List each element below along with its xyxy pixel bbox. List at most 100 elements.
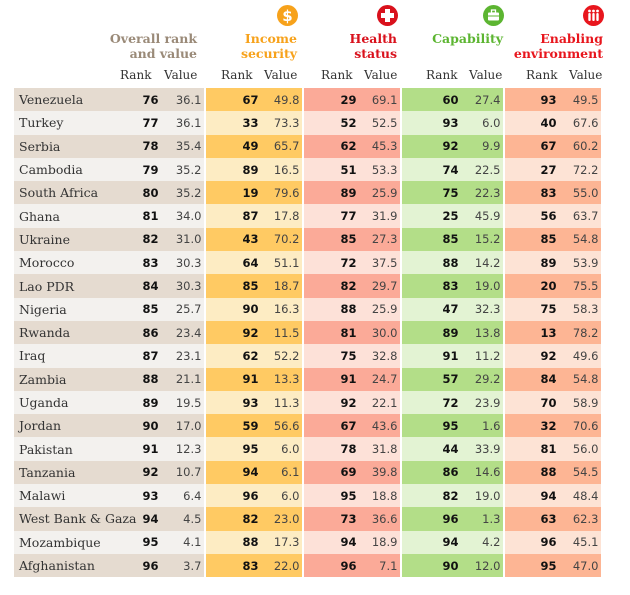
capability-value: 33.9 [458,437,504,461]
health-value: 7.1 [356,553,401,578]
income-value: 79.6 [258,181,303,205]
capability-rank: 44 [402,437,459,461]
column-divider [302,134,305,158]
capability-value: 12.0 [458,553,504,578]
enabling-rank: 96 [505,530,557,554]
income-rank: 83 [206,553,259,578]
income-value: 52.2 [258,344,303,368]
enabling-value: 54.5 [556,460,602,485]
capability-rank: 95 [402,414,459,438]
column-divider [302,484,305,508]
overall-value: 35.4 [158,134,205,158]
income-value: 17.8 [258,204,303,228]
health-value: 69.1 [356,88,401,112]
column-divider [302,251,305,275]
overall-rank: 83 [136,251,159,275]
overall-rank: 85 [136,297,159,321]
capability-rank: 89 [402,320,459,345]
column-divider [400,274,403,298]
column-divider [503,507,506,531]
column-divider [302,530,305,554]
capability-rank: 83 [402,274,459,298]
income-rank: 49 [206,134,259,158]
income-rank: 67 [206,88,259,112]
overall-value: 17.0 [158,414,205,438]
column-divider [204,297,207,321]
enabling-rank: 67 [505,134,557,158]
health-rank: 72 [304,251,357,275]
health-value: 25.9 [356,297,401,321]
country-name: Iraq [14,344,137,368]
country-name: Uganda [14,390,137,415]
enabling-rank: 40 [505,111,557,135]
health-rank: 67 [304,414,357,438]
column-divider [503,484,506,508]
country-name: Malawi [14,484,137,508]
overall-rank: 84 [136,274,159,298]
country-name: Venezuela [14,88,137,112]
health-value: 24.7 [356,367,401,391]
enabling-rank: 20 [505,274,557,298]
capability-rank: 75 [402,181,459,205]
column-divider [302,181,305,205]
income-value: 18.7 [258,274,303,298]
column-divider [204,134,207,158]
health-value: 37.5 [356,251,401,275]
capability-rank: 88 [402,251,459,275]
table-row: Venezuela 76 36.1 67 49.8 29 69.1 60 27.4 93 49.5 [14,88,602,112]
table-row: South Africa 80 35.2 19 79.6 89 25.9 75 22.3 83 55… [14,181,602,205]
income-value: 6.1 [258,460,303,485]
country-name: Tanzania [14,460,137,485]
capability-rank: 92 [402,134,459,158]
capability-value: 1.6 [458,414,504,438]
column-divider [400,157,403,182]
column-divider [503,251,506,275]
overall-rank: 94 [136,507,159,531]
dollar-icon: $ [277,5,298,26]
column-divider [204,320,207,345]
country-name: Morocco [14,251,137,275]
column-divider [204,460,207,485]
health-value: 27.3 [356,227,401,252]
income-value: 65.7 [258,134,303,158]
enabling-value: 62.3 [556,507,602,531]
enabling-value: 54.8 [556,367,602,391]
overall-value-header: Value [164,68,198,82]
overall-value: 21.1 [158,367,205,391]
column-divider [503,297,506,321]
health-rank: 91 [304,367,357,391]
column-divider [204,367,207,391]
table-row: Turkey 77 36.1 33 73.3 52 52.5 93 6.0 40 67.6 [14,111,602,135]
capability-rank: 91 [402,344,459,368]
overall-value: 3.7 [158,553,205,578]
enabling-value: 72.2 [556,157,602,182]
health-rank: 88 [304,297,357,321]
country-name: Afghanistan [14,553,137,578]
overall-value: 23.4 [158,320,205,345]
overall-rank: 87 [136,344,159,368]
overall-rank: 79 [136,157,159,182]
header-health: Health status [302,0,400,88]
header-overall: Overall rank and value [14,0,200,88]
column-divider [400,414,403,438]
income-rank-header: Rank [221,68,253,82]
overall-rank: 82 [136,227,159,252]
enabling-value: 58.9 [556,390,602,415]
health-rank: 51 [304,157,357,182]
overall-rank: 90 [136,414,159,438]
enabling-rank: 84 [505,367,557,391]
overall-rank: 80 [136,181,159,205]
overall-rank: 92 [136,460,159,485]
income-value: 70.2 [258,227,303,252]
country-name: Cambodia [14,157,137,182]
enabling-rank: 32 [505,414,557,438]
income-rank: 43 [206,227,259,252]
income-rank: 96 [206,484,259,508]
column-divider [400,484,403,508]
table-row: Zambia 88 21.1 91 13.3 91 24.7 57 29.2 84 54.8 [14,367,602,391]
health-value-header: Value [364,68,398,82]
enabling-value: 49.6 [556,344,602,368]
country-name: Turkey [14,111,137,135]
column-divider [302,274,305,298]
people-icon [583,5,604,26]
